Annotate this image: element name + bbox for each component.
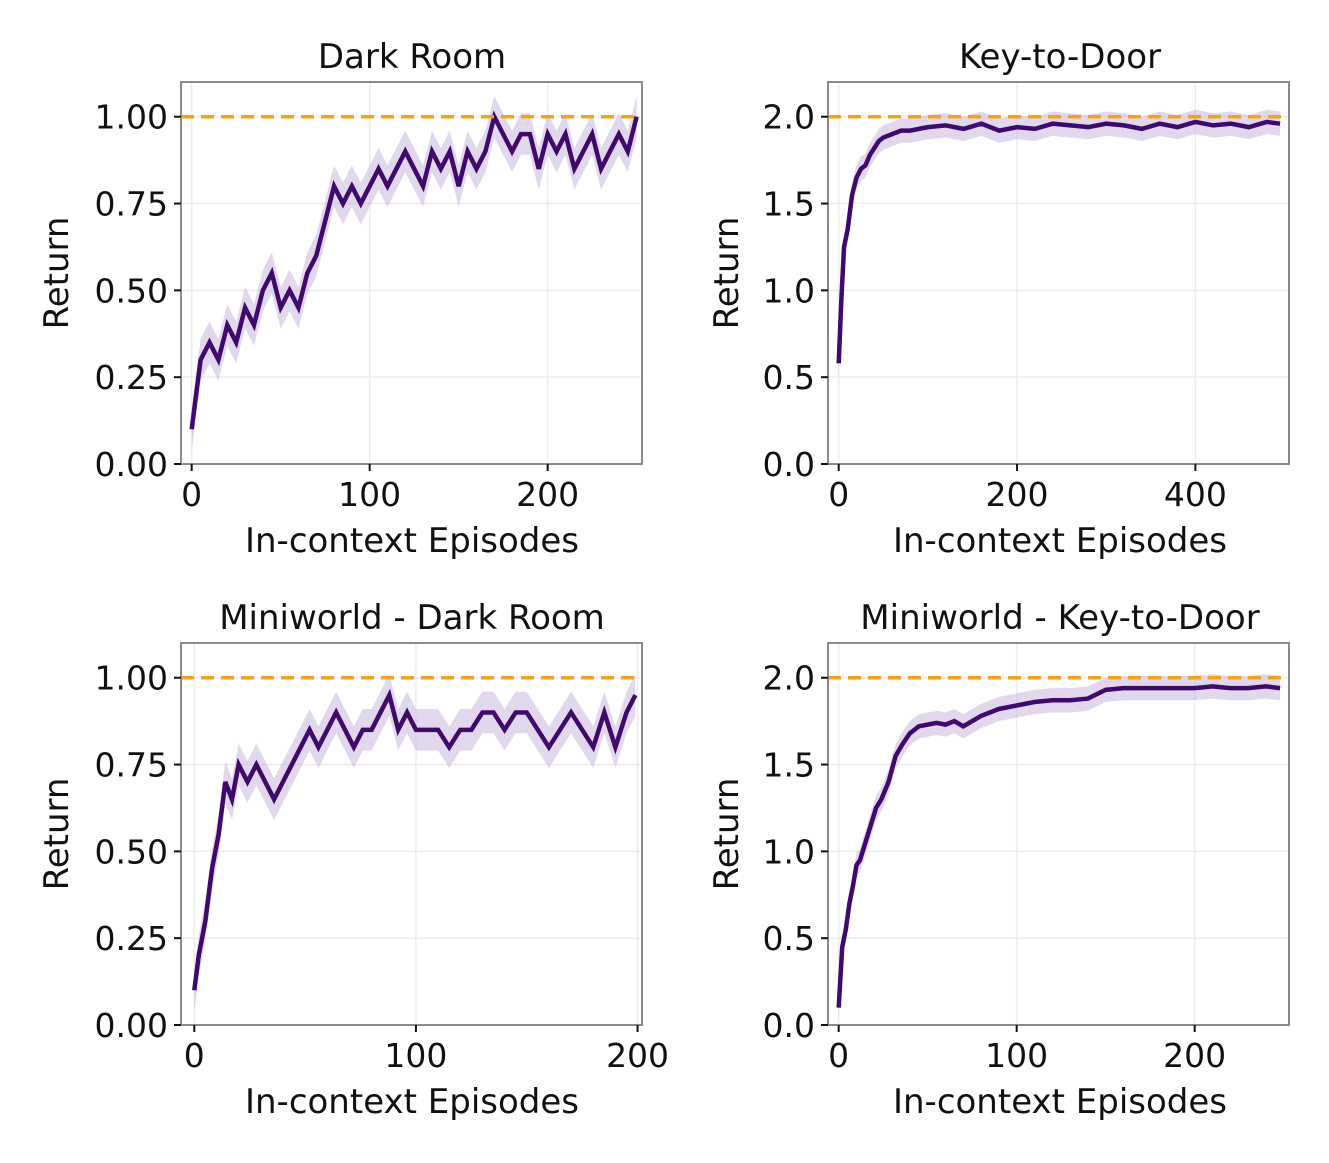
- mean-return-line: [836, 684, 1281, 1008]
- y-tick-label: 0.5: [763, 919, 815, 958]
- axes-frame: [827, 642, 1290, 1026]
- confidence-band: [838, 674, 1281, 1020]
- panel-miniworld-key-to-door: Miniworld - Key-to-Door In-context Episo…: [707, 598, 1290, 1122]
- x-axis-label: In-context Episodes: [893, 521, 1227, 561]
- x-tick-label: 200: [1163, 1036, 1226, 1075]
- x-tick-label: 200: [516, 475, 579, 514]
- plot-area: 0 100 200 0.00 0.25 0.50 0.75 1.00: [95, 642, 669, 1075]
- panel-dark-room: Dark Room In-context Episodes Return 0 10…: [37, 37, 643, 561]
- x-tick-label: 100: [985, 1036, 1048, 1075]
- y-tick-label: 1.0: [763, 271, 815, 310]
- y-tick-label: 0.75: [95, 185, 168, 224]
- axes-frame: [827, 81, 1290, 465]
- y-axis-label: Return: [37, 217, 77, 330]
- x-axis-label: In-context Episodes: [893, 1082, 1227, 1122]
- panel-title: Key-to-Door: [959, 37, 1161, 77]
- confidence-band: [838, 109, 1281, 376]
- x-axis-label: In-context Episodes: [245, 521, 579, 561]
- x-tick-label: 200: [606, 1036, 669, 1075]
- x-axis-label: In-context Episodes: [245, 1082, 579, 1122]
- confidence-band: [194, 674, 636, 1012]
- axes-frame: [180, 81, 643, 465]
- plot-area: 0 200 400 0.0 0.5 1.0 1.5 2.0: [763, 81, 1290, 514]
- y-tick-label: 1.0: [763, 832, 815, 871]
- y-axis-label: Return: [707, 778, 747, 891]
- mean-return-line: [836, 119, 1281, 364]
- x-tick-label: 100: [338, 475, 401, 514]
- x-tick-label: 0: [184, 1036, 205, 1075]
- mean-return-line: [192, 688, 638, 991]
- y-tick-label: 0.5: [763, 358, 815, 397]
- x-tick-label: 0: [828, 475, 849, 514]
- y-tick-label: 0.50: [95, 832, 168, 871]
- y-tick-label: 0.50: [95, 271, 168, 310]
- panel-key-to-door: Key-to-Door In-context Episodes Return 0…: [707, 37, 1290, 561]
- y-axis-label: Return: [37, 778, 77, 891]
- panel-title: Dark Room: [318, 37, 506, 77]
- panel-title: Miniworld - Dark Room: [219, 598, 605, 638]
- y-tick-label: 2.0: [763, 98, 815, 137]
- x-tick-label: 0: [181, 475, 202, 514]
- x-tick-label: 0: [828, 1036, 849, 1075]
- y-tick-label: 0.0: [763, 445, 815, 484]
- axes-frame: [180, 642, 643, 1026]
- y-tick-label: 0.0: [763, 1006, 815, 1045]
- y-tick-label: 0.75: [95, 746, 168, 785]
- y-tick-label: 1.5: [763, 746, 815, 785]
- panel-miniworld-dark-room: Miniworld - Dark Room In-context Episode…: [37, 598, 669, 1122]
- panel-title: Miniworld - Key-to-Door: [860, 598, 1259, 638]
- x-tick-label: 100: [384, 1036, 447, 1075]
- y-tick-label: 1.00: [95, 659, 168, 698]
- mean-return-line: [189, 110, 639, 430]
- y-tick-label: 0.00: [95, 445, 168, 484]
- y-axis-label: Return: [707, 217, 747, 330]
- plot-area: 0 100 200 0.0 0.5 1.0 1.5 2.0: [763, 642, 1290, 1075]
- y-tick-label: 1.5: [763, 185, 815, 224]
- x-tick-label: 400: [1164, 475, 1227, 514]
- y-tick-label: 0.25: [95, 919, 168, 958]
- y-tick-label: 0.00: [95, 1006, 168, 1045]
- x-tick-label: 200: [986, 475, 1049, 514]
- y-tick-label: 2.0: [763, 659, 815, 698]
- y-tick-label: 1.00: [95, 98, 168, 137]
- plot-area: 0 100 200 0.00 0.25 0.50 0.75 1.00: [95, 81, 643, 514]
- y-tick-label: 0.25: [95, 358, 168, 397]
